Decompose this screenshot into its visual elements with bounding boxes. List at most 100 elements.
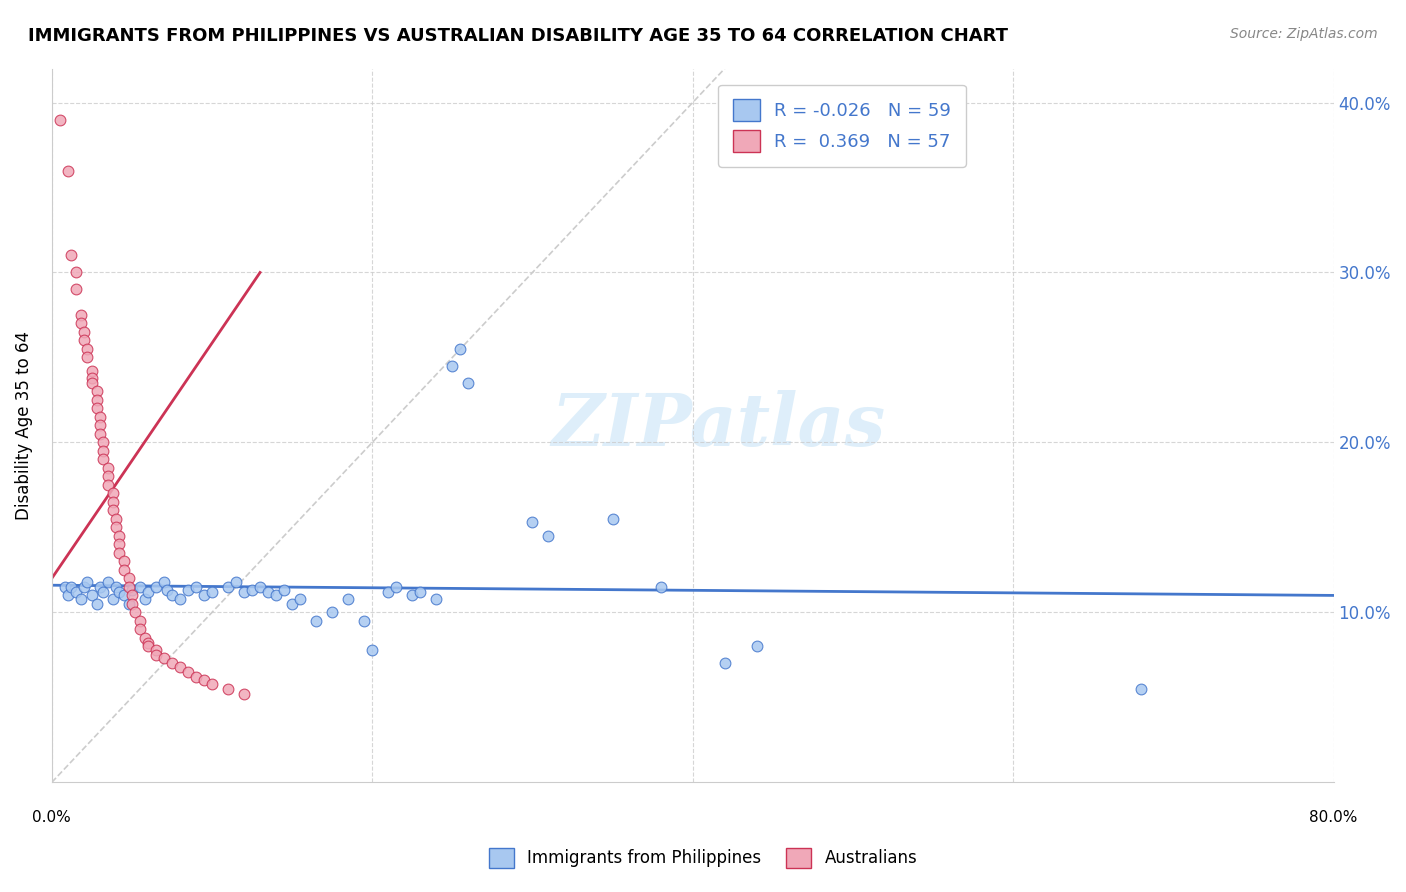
Point bbox=[101, 495, 124, 509]
Point bbox=[86, 401, 108, 416]
Point bbox=[177, 583, 200, 598]
Point bbox=[169, 660, 191, 674]
Point bbox=[217, 580, 239, 594]
Point bbox=[121, 583, 143, 598]
Point bbox=[89, 409, 111, 424]
Point bbox=[385, 580, 408, 594]
Point bbox=[97, 574, 120, 589]
Point bbox=[65, 283, 87, 297]
Point bbox=[273, 583, 295, 598]
Point bbox=[91, 435, 114, 450]
Point bbox=[76, 342, 98, 356]
Point bbox=[121, 589, 143, 603]
Point bbox=[201, 585, 224, 599]
Point bbox=[112, 554, 135, 568]
Point bbox=[136, 640, 159, 654]
Text: Source: ZipAtlas.com: Source: ZipAtlas.com bbox=[1230, 27, 1378, 41]
Point bbox=[59, 248, 82, 262]
Point bbox=[104, 512, 127, 526]
Point bbox=[249, 580, 271, 594]
Point bbox=[86, 392, 108, 407]
Point bbox=[153, 574, 176, 589]
Point bbox=[145, 642, 167, 657]
Point bbox=[353, 614, 375, 628]
Point bbox=[128, 580, 150, 594]
Text: IMMIGRANTS FROM PHILIPPINES VS AUSTRALIAN DISABILITY AGE 35 TO 64 CORRELATION CH: IMMIGRANTS FROM PHILIPPINES VS AUSTRALIA… bbox=[28, 27, 1008, 45]
Point bbox=[56, 163, 79, 178]
Point bbox=[101, 591, 124, 606]
Point bbox=[108, 585, 131, 599]
Point bbox=[602, 512, 624, 526]
Point bbox=[401, 589, 423, 603]
Point bbox=[145, 580, 167, 594]
Point bbox=[97, 478, 120, 492]
Text: ZIPatlas: ZIPatlas bbox=[551, 390, 886, 461]
Point bbox=[264, 589, 287, 603]
Point bbox=[134, 631, 156, 645]
Point bbox=[80, 371, 103, 385]
Point bbox=[177, 665, 200, 679]
Point bbox=[128, 623, 150, 637]
Point bbox=[108, 529, 131, 543]
Point bbox=[1130, 681, 1153, 696]
Point bbox=[56, 589, 79, 603]
Point bbox=[118, 580, 141, 594]
Point bbox=[134, 591, 156, 606]
Point bbox=[713, 657, 735, 671]
Point bbox=[65, 265, 87, 279]
Point bbox=[377, 585, 399, 599]
Point bbox=[305, 614, 328, 628]
Point bbox=[288, 591, 311, 606]
Point bbox=[121, 597, 143, 611]
Point bbox=[69, 308, 91, 322]
Point bbox=[184, 670, 207, 684]
Point bbox=[112, 563, 135, 577]
Point bbox=[89, 418, 111, 433]
Point bbox=[361, 642, 384, 657]
Point bbox=[73, 334, 96, 348]
Point bbox=[745, 640, 768, 654]
Point bbox=[257, 585, 280, 599]
Point bbox=[650, 580, 672, 594]
Point bbox=[91, 585, 114, 599]
Point bbox=[193, 589, 215, 603]
Point bbox=[217, 681, 239, 696]
Point bbox=[118, 597, 141, 611]
Point bbox=[537, 529, 560, 543]
Point bbox=[240, 583, 263, 598]
Legend: Immigrants from Philippines, Australians: Immigrants from Philippines, Australians bbox=[482, 841, 924, 875]
Point bbox=[118, 571, 141, 585]
Text: 80.0%: 80.0% bbox=[1309, 810, 1358, 824]
Point bbox=[65, 585, 87, 599]
Point bbox=[86, 597, 108, 611]
Text: 0.0%: 0.0% bbox=[32, 810, 72, 824]
Point bbox=[281, 597, 304, 611]
Point bbox=[80, 589, 103, 603]
Point bbox=[104, 580, 127, 594]
Point bbox=[89, 580, 111, 594]
Point bbox=[80, 376, 103, 390]
Point bbox=[184, 580, 207, 594]
Point bbox=[425, 591, 447, 606]
Point bbox=[69, 317, 91, 331]
Point bbox=[76, 351, 98, 365]
Point bbox=[112, 589, 135, 603]
Point bbox=[101, 486, 124, 500]
Point bbox=[337, 591, 360, 606]
Point bbox=[156, 583, 179, 598]
Point bbox=[104, 520, 127, 534]
Point bbox=[136, 636, 159, 650]
Point bbox=[145, 648, 167, 662]
Point bbox=[86, 384, 108, 399]
Point bbox=[73, 325, 96, 339]
Point bbox=[59, 580, 82, 594]
Point bbox=[153, 651, 176, 665]
Point bbox=[128, 614, 150, 628]
Point bbox=[76, 574, 98, 589]
Point bbox=[97, 461, 120, 475]
Point bbox=[101, 503, 124, 517]
Point bbox=[80, 364, 103, 378]
Legend: R = -0.026   N = 59, R =  0.369   N = 57: R = -0.026 N = 59, R = 0.369 N = 57 bbox=[718, 85, 966, 167]
Point bbox=[73, 580, 96, 594]
Point bbox=[522, 516, 544, 530]
